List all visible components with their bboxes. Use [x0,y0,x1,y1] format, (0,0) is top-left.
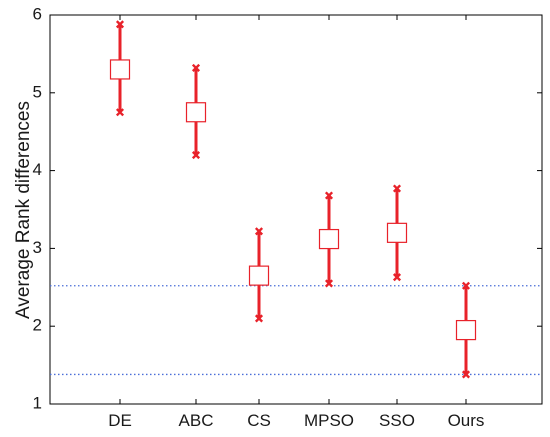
x-tick-label-ours: Ours [448,411,485,430]
x-tick-label-mpso: MPSO [304,411,354,430]
upper-cap-marker [461,281,471,290]
lower-cap-marker [191,150,201,160]
errorbar-abc [185,63,207,160]
lower-cap-marker [461,370,471,379]
y-tick-label: 5 [33,82,42,101]
mean-marker [386,222,408,243]
y-tick-label: 3 [33,238,42,257]
x-tick-label-sso: SSO [379,411,415,430]
mean-marker [318,228,340,250]
y-axis-label: Average Rank differences [13,101,34,319]
x-tick-label-cs: CS [247,411,271,430]
lower-cap-marker [115,108,125,117]
mean-marker [185,102,207,123]
upper-cap-marker [254,227,264,236]
mean-marker [109,59,131,80]
lower-cap-marker [392,273,402,282]
x-tick-label-de: DE [108,411,132,430]
errorbar-sso [386,184,408,282]
errorbar-de [109,20,131,117]
errorbar-cs [248,227,270,323]
errorbar-ours [455,281,477,379]
x-tick-label-abc: ABC [179,411,214,430]
upper-cap-marker [324,191,334,200]
upper-cap-marker [115,20,125,29]
y-axis: 1 2 3 4 5 6 [33,4,542,412]
errorbar-mpso [318,191,340,288]
y-tick-label: 4 [33,160,42,179]
y-tick-label: 6 [33,4,42,23]
x-axis: DE ABC CS MPSO SSO Ours [108,15,484,430]
lower-cap-marker [254,314,264,323]
mean-marker [455,319,477,341]
upper-cap-marker [392,184,402,193]
y-tick-label: 2 [33,316,42,335]
mean-marker [248,265,270,286]
y-tick-label: 1 [33,393,42,412]
error-bars [109,20,477,379]
plot-frame [49,14,543,405]
lower-cap-marker [324,279,334,288]
upper-cap-marker [191,63,201,72]
